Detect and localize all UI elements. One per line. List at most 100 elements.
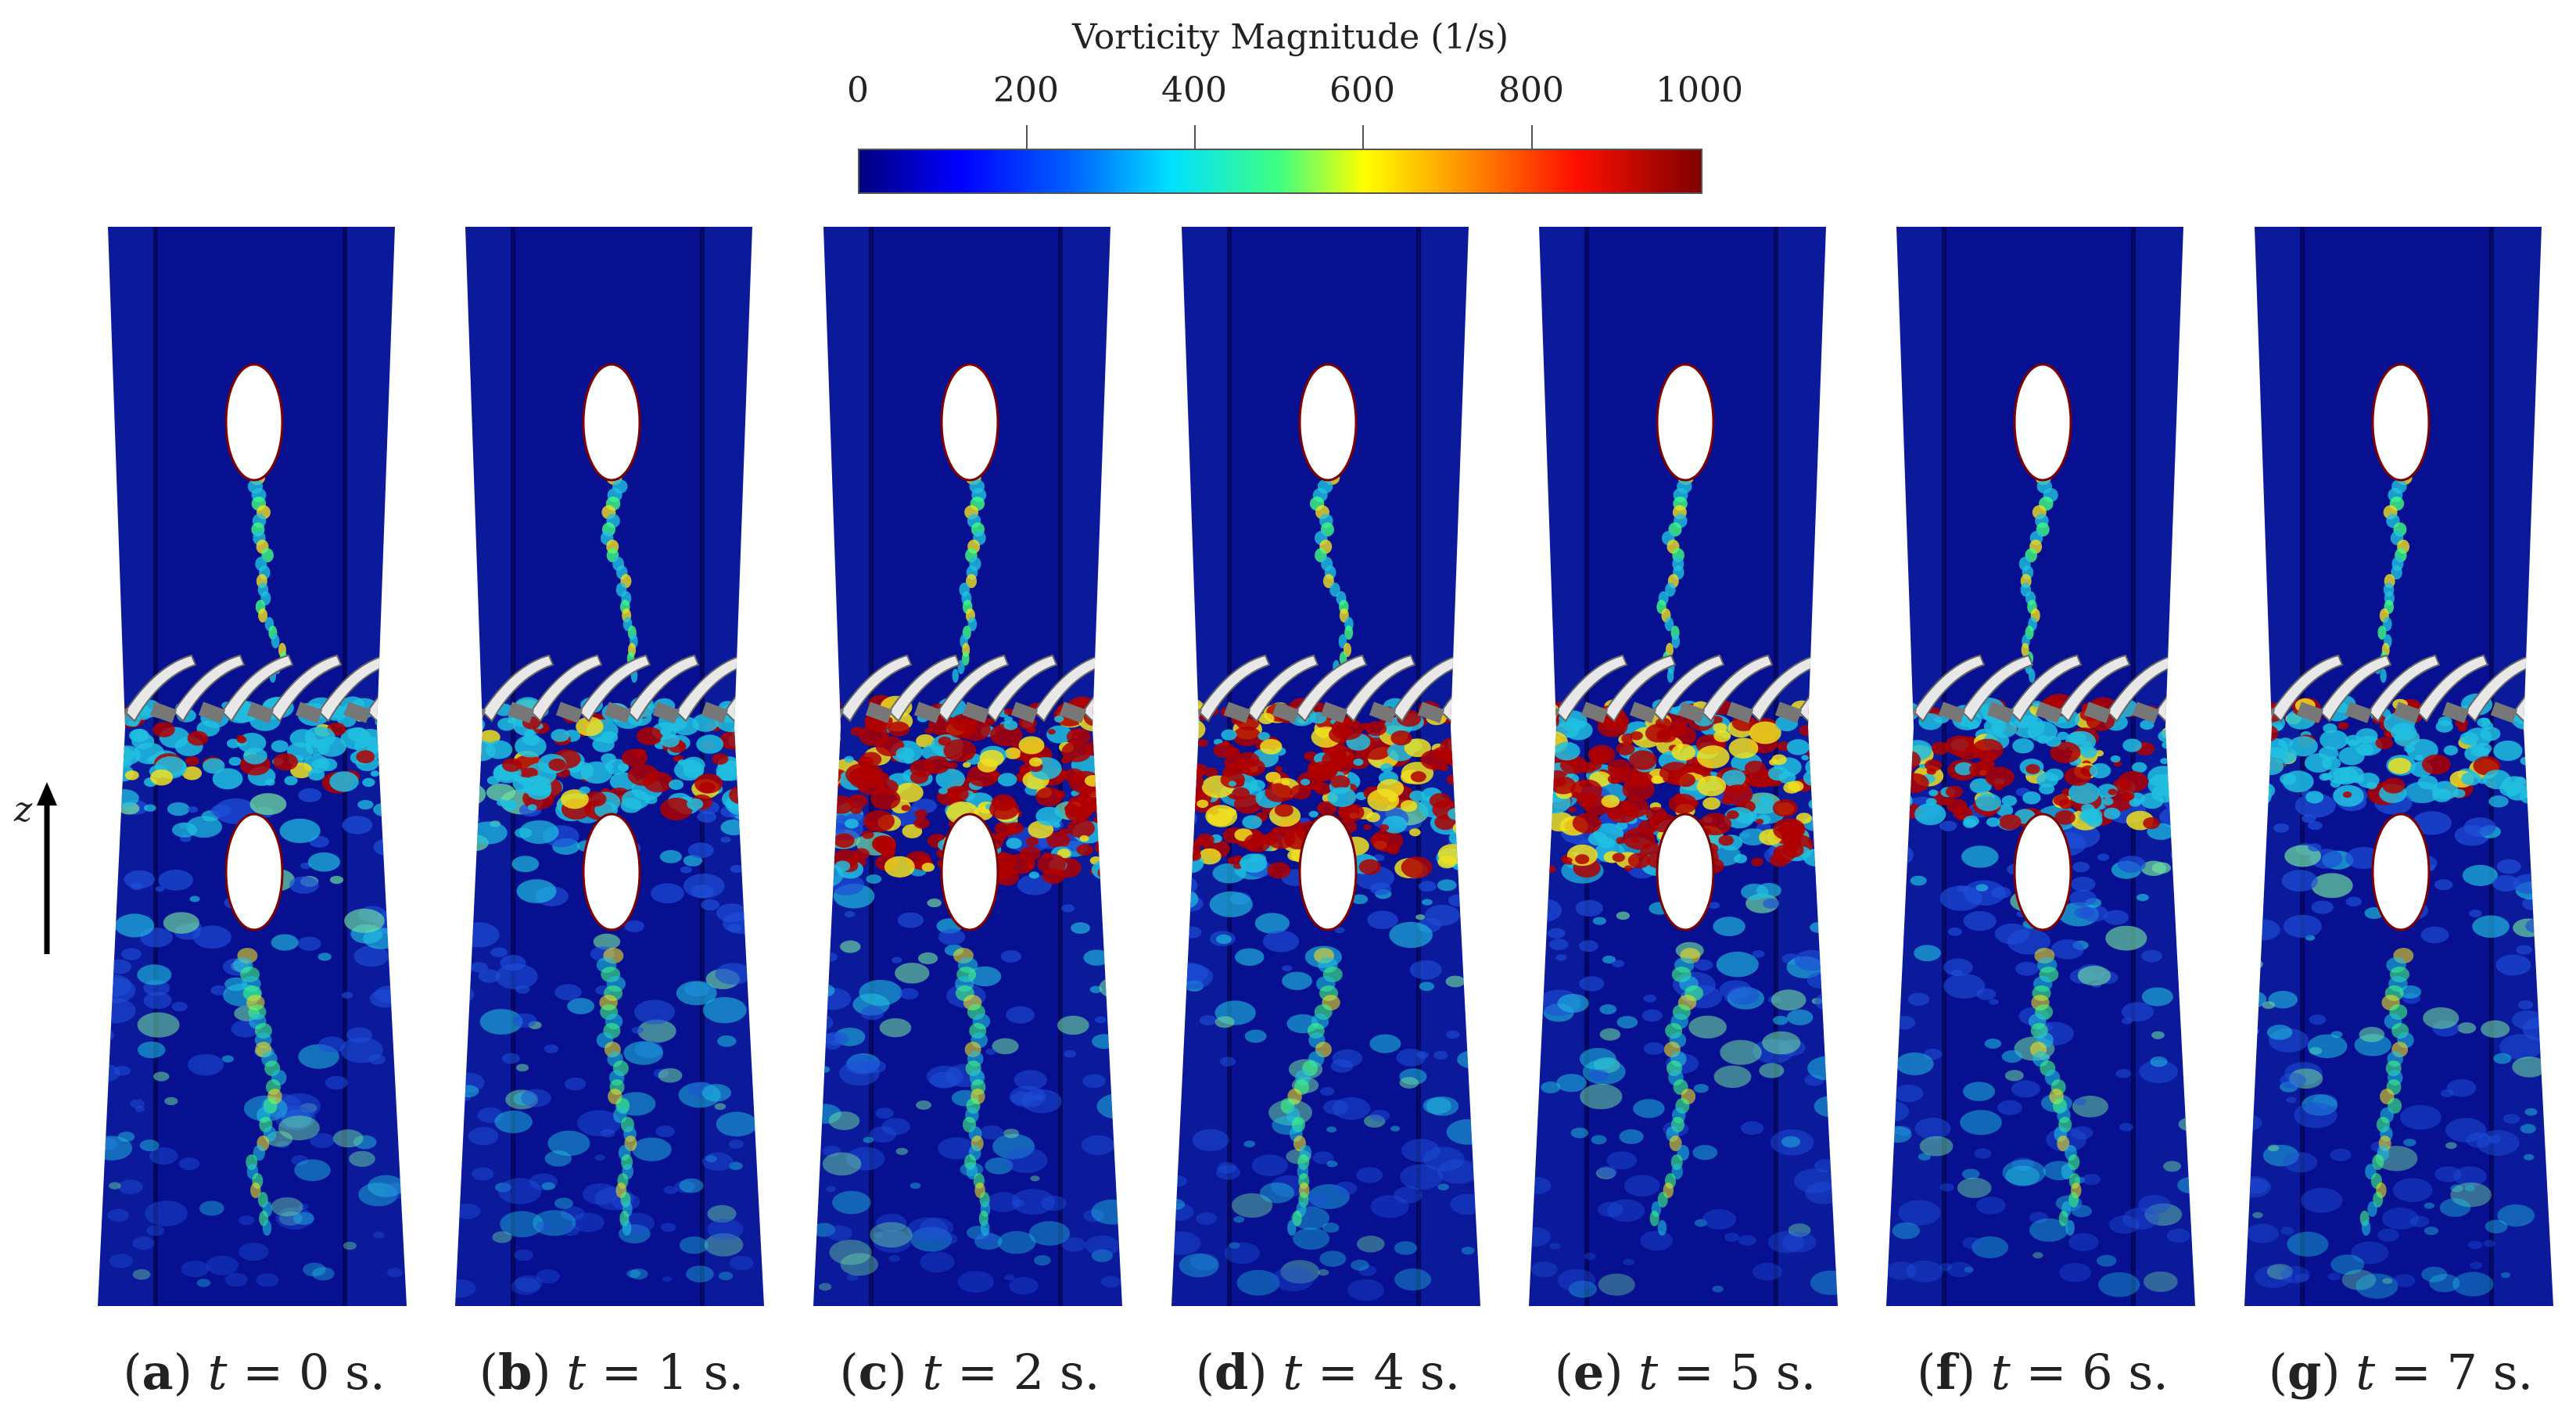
vortex-blob [2457, 725, 2467, 732]
vortex-blob [358, 1182, 398, 1207]
vortex-blob [1694, 959, 1713, 971]
vortex-blob [1415, 914, 1426, 920]
vortex-blob [514, 1275, 543, 1292]
vortex-blob [579, 786, 590, 795]
vortex-blob [1818, 716, 1838, 732]
vortex-blob [1017, 874, 1052, 895]
vortex-blob [1918, 1153, 1931, 1161]
vortex-blob [1209, 891, 1253, 917]
vortex-blob [2467, 1240, 2483, 1250]
vortex-blob [1236, 1269, 1280, 1296]
wall-line [343, 227, 347, 1306]
vortex-blob [2074, 906, 2094, 919]
vortex-blob [383, 773, 402, 786]
vortex-blob [1448, 807, 1466, 820]
vortex-blob [1756, 818, 1764, 825]
vortex-blob [2445, 1142, 2457, 1150]
vortex-blob [1308, 810, 1318, 818]
vortex-blob [2250, 750, 2262, 759]
vortex-blob [292, 1211, 314, 1225]
vortex-blob [1066, 728, 1091, 746]
vortex-blob [2138, 1194, 2171, 1215]
vortex-blob [1177, 860, 1189, 870]
vortex-blob [1363, 824, 1372, 831]
vortex-blob [993, 852, 1017, 869]
vortex-blob [130, 1099, 145, 1108]
vortex-blob [1530, 1261, 1558, 1278]
vortex-blob [729, 1255, 754, 1271]
vortex-blob [1083, 1209, 1105, 1222]
vortex-blob [2476, 1130, 2520, 1156]
vortex-blob [660, 727, 672, 736]
vortex-blob [997, 773, 1017, 787]
vortex-blob [1353, 758, 1364, 766]
guide-vane [578, 654, 651, 723]
vortex-blob [895, 962, 930, 984]
vortex-blob [1422, 899, 1433, 906]
vortex-blob [1894, 1125, 1911, 1136]
vortex-blob [239, 1242, 269, 1261]
vortex-blob [2098, 1272, 2140, 1297]
vortex-blob [2122, 738, 2142, 752]
vortex-blob [897, 912, 924, 928]
vortex-blob [1801, 755, 1810, 761]
vortex-blob [1433, 1050, 1448, 1060]
vortex-blob [1308, 1184, 1350, 1210]
vortex-blob [163, 912, 200, 934]
vortex-blob [1260, 738, 1283, 755]
vortex-blob [277, 1140, 289, 1149]
vortex-blob [1712, 1285, 1724, 1293]
vortex-blob [1975, 1197, 2006, 1215]
vortex-blob [2493, 740, 2523, 762]
vortex-blob [1817, 849, 1838, 869]
vorticity-field [2244, 227, 2553, 1306]
vortex-blob [1773, 818, 1806, 841]
vortex-blob [899, 988, 919, 1000]
vortex-blob [974, 1231, 998, 1245]
guide-vane [221, 654, 294, 723]
vortex-blob [2102, 797, 2114, 806]
vortex-blob [2393, 1274, 2416, 1288]
vortex-blob [1587, 760, 1602, 771]
wake-streak [2065, 1220, 2075, 1236]
vortex-blob [813, 1222, 836, 1237]
vortex-blob [996, 832, 1007, 841]
vortex-blob [1009, 1276, 1039, 1295]
vortex-blob [1961, 845, 1999, 868]
vortex-blob [1529, 810, 1551, 832]
vortex-blob [743, 764, 764, 781]
vortex-blob [2355, 728, 2378, 744]
vortex-blob [947, 762, 958, 770]
vortex-blob [829, 1240, 872, 1265]
vortex-blob [1960, 1110, 2002, 1136]
vortex-blob [1270, 1175, 1308, 1197]
vortex-blob [1947, 927, 1963, 936]
vane-root [2035, 702, 2063, 723]
vortex-blob [2097, 1254, 2117, 1267]
vortex-blob [1591, 1135, 1607, 1145]
vortex-blob [357, 799, 374, 810]
vortex-blob [299, 1204, 309, 1210]
vortex-blob [2036, 772, 2058, 788]
vortex-blob [623, 1041, 664, 1065]
vortex-blob [1081, 1135, 1115, 1156]
wake-streak [1669, 1136, 1682, 1151]
vortex-blob [1334, 927, 1345, 934]
vortex-blob [2001, 1050, 2023, 1063]
guide-vane [2058, 654, 2131, 723]
vortex-blob [1107, 734, 1122, 749]
vortex-blob [826, 1225, 852, 1241]
guide-vane [2416, 654, 2489, 723]
vortex-blob [1189, 763, 1207, 777]
vortex-blob [1968, 762, 1990, 777]
vortex-blob [825, 816, 837, 824]
wake-streak [1665, 583, 1676, 597]
vortex-blob [658, 1068, 683, 1083]
vortex-blob [1318, 1268, 1329, 1276]
vortex-blob [1085, 1235, 1120, 1257]
vortex-blob [1811, 759, 1832, 774]
vortex-blob [103, 723, 121, 735]
vortex-blob [1458, 849, 1470, 857]
vortex-blob [1713, 730, 1731, 742]
vortex-blob [1229, 1242, 1240, 1249]
